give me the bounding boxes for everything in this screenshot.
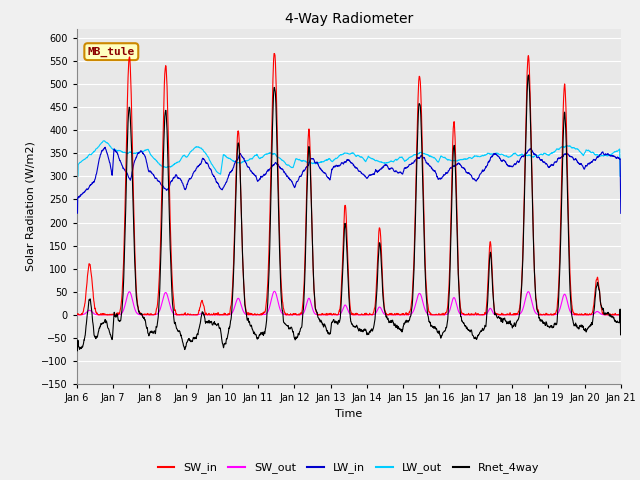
LW_in	[534, 155, 541, 160]
Rnet_4way	[525, 72, 532, 78]
SW_in	[321, 312, 328, 317]
SW_out	[73, 312, 81, 318]
LW_in	[133, 154, 141, 160]
SW_in	[73, 312, 81, 317]
Rnet_4way	[617, 331, 625, 337]
LW_out	[73, 174, 81, 180]
Rnet_4way	[88, 311, 96, 316]
SW_in	[88, 278, 96, 284]
SW_out	[617, 312, 625, 318]
SW_out	[88, 309, 96, 315]
X-axis label: Time: Time	[335, 408, 362, 419]
Line: LW_out: LW_out	[77, 141, 621, 177]
Title: 4-Way Radiometer: 4-Way Radiometer	[285, 12, 413, 26]
SW_out	[271, 288, 278, 294]
LW_out	[115, 148, 123, 154]
LW_in	[88, 181, 95, 187]
LW_in	[320, 170, 328, 176]
LW_out	[88, 151, 95, 156]
LW_in	[73, 210, 81, 216]
Rnet_4way	[320, 323, 328, 329]
SW_out	[133, 310, 141, 316]
SW_out	[148, 312, 156, 318]
LW_out	[148, 153, 156, 159]
LW_out	[320, 158, 328, 164]
SW_in	[75, 312, 83, 318]
LW_in	[617, 210, 625, 216]
Line: Rnet_4way: Rnet_4way	[77, 75, 621, 351]
Text: MB_tule: MB_tule	[88, 47, 135, 57]
SW_in	[133, 291, 141, 297]
Y-axis label: Solar Radiation (W/m2): Solar Radiation (W/m2)	[26, 142, 36, 271]
Rnet_4way	[133, 297, 141, 302]
SW_in	[115, 310, 123, 315]
Rnet_4way	[534, 309, 542, 315]
Legend: SW_in, SW_out, LW_in, LW_out, Rnet_4way: SW_in, SW_out, LW_in, LW_out, Rnet_4way	[154, 458, 544, 478]
SW_in	[534, 307, 542, 312]
SW_out	[534, 312, 542, 317]
Line: SW_out: SW_out	[77, 291, 621, 315]
Rnet_4way	[73, 336, 81, 342]
LW_out	[100, 138, 108, 144]
SW_out	[321, 312, 328, 318]
SW_out	[76, 312, 83, 318]
SW_in	[148, 312, 156, 318]
LW_out	[617, 174, 625, 180]
Rnet_4way	[148, 328, 156, 334]
LW_out	[534, 153, 541, 159]
Line: LW_in: LW_in	[77, 147, 621, 213]
Rnet_4way	[115, 318, 123, 324]
LW_out	[133, 150, 141, 156]
SW_in	[270, 50, 278, 56]
LW_in	[148, 170, 156, 176]
SW_out	[115, 312, 123, 318]
LW_in	[101, 144, 109, 150]
LW_in	[115, 156, 123, 161]
Line: SW_in: SW_in	[77, 53, 621, 315]
Rnet_4way	[74, 348, 81, 354]
SW_in	[617, 312, 625, 318]
